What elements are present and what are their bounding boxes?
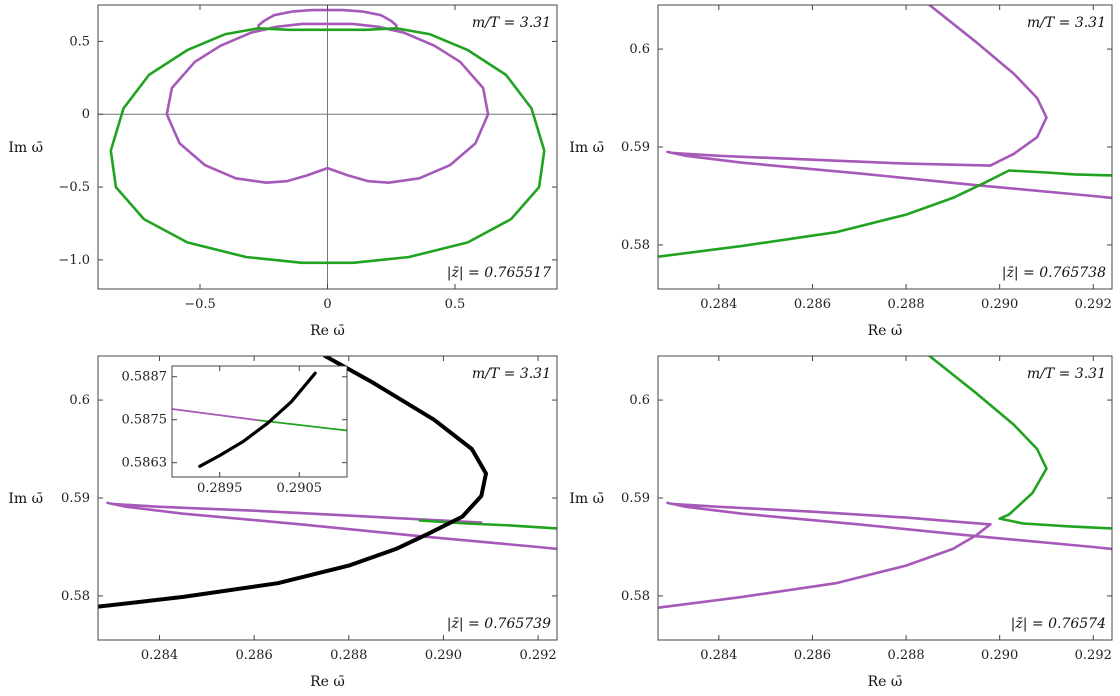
series-green-curve-1 <box>418 519 557 530</box>
x-tick-label: 0.288 <box>330 648 367 663</box>
x-tick-label: 0.288 <box>887 297 924 312</box>
mass-temperature-annotation: m/T = 3.31 <box>1027 15 1106 31</box>
series-purple-curve-0 <box>106 501 557 551</box>
y-tick-label: 0.5863 <box>122 456 168 471</box>
series-purple-curve-1 <box>165 22 490 184</box>
mass-temperature-annotation: m/T = 3.31 <box>472 15 551 31</box>
y-tick-label: 0.6 <box>629 42 650 57</box>
x-tick-label: 0.284 <box>700 648 737 663</box>
series-black-curve-2 <box>198 371 317 468</box>
x-tick-label: 0.292 <box>1075 648 1112 663</box>
x-axis-label: Re ω̄ <box>310 674 345 690</box>
x-tick-label: 0.292 <box>519 648 556 663</box>
series-purple-curve-1 <box>666 501 1112 551</box>
inset-background <box>172 366 347 477</box>
y-tick-label: 0.5875 <box>122 413 168 428</box>
y-axis-label: Im ω̄ <box>569 140 604 156</box>
x-tick-label: 0.286 <box>236 648 273 663</box>
panel-top-left: −0.5 0 0.5 −1.0 −0.5 0 0.5 Re ω̄ Im ω̄ m/T = 3.31… <box>8 4 558 339</box>
panel-top-right: 0.284 0.286 0.288 0.290 0.292 0.58 0.59 0.6 Re ω… <box>569 4 1113 339</box>
series-green-curve-2 <box>109 27 546 265</box>
x-tick-label: 0.290 <box>981 648 1018 663</box>
inset-bottom-left: 0.2895 0.2905 0.5863 0.5875 0.5887 <box>122 365 348 496</box>
panel-bottom-left: 0.284 0.286 0.288 0.290 0.292 0.58 0.59 0.6 Re ω… <box>8 355 558 690</box>
series-purple-curve-2 <box>658 523 992 609</box>
z-modulus-annotation: |z̄| = 0.765738 <box>1002 265 1106 281</box>
z-modulus-annotation: |z̄| = 0.76574 <box>1011 616 1106 632</box>
y-tick-label: 0.6 <box>69 393 90 408</box>
x-tick-label: 0.288 <box>887 648 924 663</box>
plot-frame <box>657 4 1113 290</box>
x-axis-label: Re ω̄ <box>310 323 345 339</box>
x-tick-label: 0.2905 <box>277 481 323 496</box>
mass-temperature-annotation: m/T = 3.31 <box>472 366 551 382</box>
y-tick-label: 0.58 <box>61 589 90 604</box>
x-tick-label: 0.284 <box>141 648 178 663</box>
y-tick-label: 0.58 <box>621 589 650 604</box>
y-tick-label: 0.59 <box>621 491 650 506</box>
x-tick-label: 0.2895 <box>197 481 243 496</box>
x-tick-label: 0.290 <box>425 648 462 663</box>
y-axis-label: Im ω̄ <box>8 140 43 156</box>
y-tick-label: 0.5 <box>69 34 90 49</box>
panel-bottom-right: 0.284 0.286 0.288 0.290 0.292 0.58 0.59 0.6 Re ω… <box>569 355 1113 690</box>
mass-temperature-annotation: m/T = 3.31 <box>1027 366 1106 382</box>
y-tick-label: −0.5 <box>58 180 90 195</box>
y-axis-label: Im ω̄ <box>569 491 604 507</box>
x-tick-label: 0.286 <box>794 297 831 312</box>
y-tick-label: 0.59 <box>61 491 90 506</box>
x-tick-label: 0.5 <box>445 297 466 312</box>
y-axis-label: Im ω̄ <box>8 491 43 507</box>
series-black-curve-2 <box>98 356 488 609</box>
y-tick-label: 0 <box>82 107 90 122</box>
x-axis-label: Re ω̄ <box>868 674 903 690</box>
series-purple-curve-0 <box>928 5 1048 167</box>
x-tick-label: −0.5 <box>184 297 216 312</box>
y-tick-label: 0.5887 <box>122 370 168 385</box>
series-purple-curve-1 <box>666 150 1112 200</box>
x-tick-label: 0.290 <box>981 297 1018 312</box>
series-green-curve-0 <box>928 356 1112 530</box>
z-modulus-annotation: |z̄| = 0.765739 <box>447 616 551 632</box>
x-tick-label: 0.284 <box>700 297 737 312</box>
y-tick-label: 0.6 <box>629 393 650 408</box>
series-purple-curve-0 <box>172 408 261 422</box>
series-green-curve-2 <box>658 169 1112 258</box>
x-axis-label: Re ω̄ <box>868 323 903 339</box>
series-green-curve-1 <box>258 419 347 432</box>
plot-frame <box>657 355 1113 641</box>
x-tick-label: 0.286 <box>794 648 831 663</box>
series-purple-curve-0 <box>257 8 398 30</box>
y-tick-label: −1.0 <box>58 253 90 268</box>
z-modulus-annotation: |z̄| = 0.765517 <box>447 265 551 281</box>
plot-frame <box>171 365 348 478</box>
x-tick-label: 0.292 <box>1075 297 1112 312</box>
y-tick-label: 0.58 <box>621 238 650 253</box>
x-tick-label: 0 <box>323 297 331 312</box>
y-tick-label: 0.59 <box>621 140 650 155</box>
